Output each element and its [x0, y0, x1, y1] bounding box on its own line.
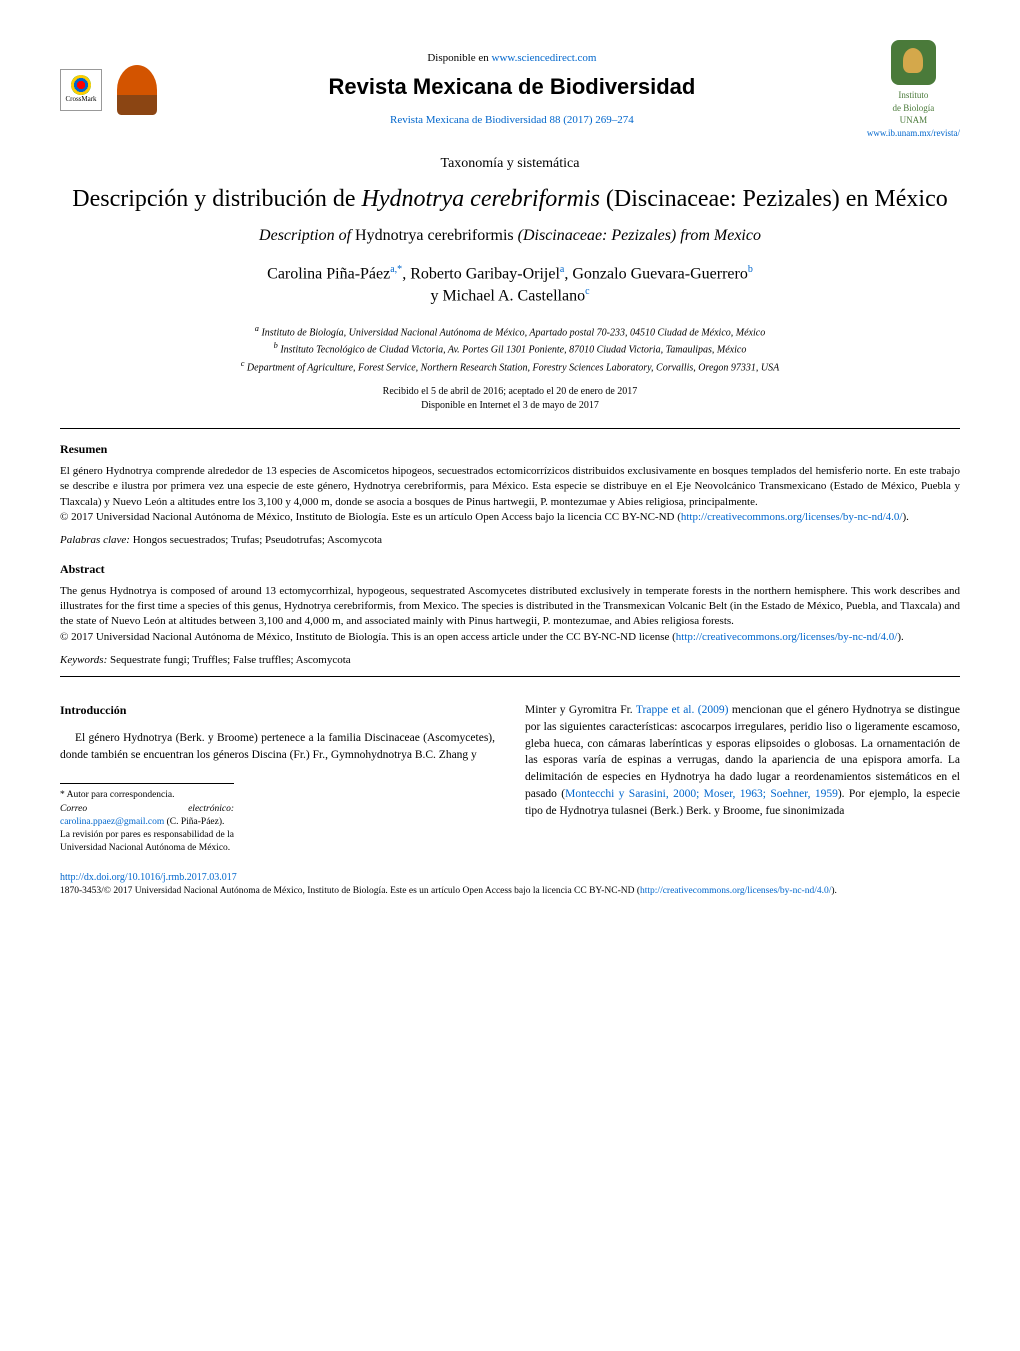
- intro-heading: Introducción: [60, 702, 495, 719]
- article-title: Descripción y distribución de Hydnotrya …: [60, 184, 960, 215]
- body-columns: Introducción El género Hydnotrya (Berk. …: [60, 702, 960, 855]
- crossmark-icon: [71, 75, 91, 95]
- author-3: Gonzalo Guevara-Guerrero: [572, 265, 747, 282]
- column-left: Introducción El género Hydnotrya (Berk. …: [60, 702, 495, 855]
- author-2: Roberto Garibay-Orijel: [410, 265, 560, 282]
- disponible-text: Disponible en www.sciencedirect.com: [157, 51, 867, 66]
- center-header: Disponible en www.sciencedirect.com Revi…: [157, 51, 867, 128]
- date-online: Disponible en Internet el 3 de mayo de 2…: [60, 399, 960, 413]
- author-4-sup[interactable]: c: [585, 286, 589, 297]
- keywords: Keywords: Sequestrate fungi; Truffles; F…: [60, 653, 960, 668]
- date-received: Recibido el 5 de abril de 2016; aceptado…: [60, 385, 960, 399]
- crossmark-badge[interactable]: CrossMark: [60, 69, 102, 111]
- abstract-license-link[interactable]: http://creativecommons.org/licenses/by-n…: [676, 631, 898, 643]
- unam-logo-block: Instituto de Biología UNAM www.ib.unam.m…: [867, 40, 960, 139]
- intro-para-1: El género Hydnotrya (Berk. y Broome) per…: [60, 730, 495, 763]
- authors: Carolina Piña-Páeza,*, Roberto Garibay-O…: [60, 263, 960, 308]
- column-right: Minter y Gyromitra Fr. Trappe et al. (20…: [525, 702, 960, 855]
- palabras-clave: Palabras clave: Hongos secuestrados; Tru…: [60, 533, 960, 548]
- resumen-heading: Resumen: [60, 441, 960, 458]
- affiliation-c: Department of Agriculture, Forest Servic…: [247, 362, 779, 373]
- author-1-sup[interactable]: a,*: [390, 264, 402, 275]
- sciencedirect-link[interactable]: www.sciencedirect.com: [492, 52, 597, 64]
- crossmark-label: CrossMark: [65, 95, 96, 105]
- footnote-block: * Autor para correspondencia. Correo ele…: [60, 783, 234, 855]
- author-3-sup[interactable]: b: [748, 264, 753, 275]
- footnote-revision: La revisión por pares es responsabilidad…: [60, 829, 234, 856]
- journal-citation[interactable]: Revista Mexicana de Biodiversidad 88 (20…: [157, 113, 867, 128]
- affiliations: a Instituto de Biología, Universidad Nac…: [60, 323, 960, 375]
- resumen-text: El género Hydnotrya comprende alrededor …: [60, 464, 960, 526]
- abstract-text: The genus Hydnotrya is composed of aroun…: [60, 584, 960, 646]
- section-label: Taxonomía y sistemática: [60, 154, 960, 174]
- unam-logo-icon: [891, 40, 936, 85]
- abstract-heading: Abstract: [60, 561, 960, 578]
- journal-header: CrossMark Disponible en www.sciencedirec…: [60, 40, 960, 139]
- separator: [60, 428, 960, 429]
- unam-label-1: Instituto: [867, 89, 960, 102]
- footnote-email-line: Correo electrónico: carolina.ppaez@gmail…: [60, 803, 234, 830]
- ref-montecchi[interactable]: Montecchi y Sarasini, 2000; Moser, 1963;…: [565, 788, 838, 800]
- footnote-corresp: * Autor para correspondencia.: [60, 789, 234, 802]
- ref-trappe[interactable]: Trappe et al. (2009): [636, 704, 729, 716]
- affiliation-b: Instituto Tecnológico de Ciudad Victoria…: [280, 345, 746, 356]
- author-4: y Michael A. Castellano: [430, 288, 585, 305]
- elsevier-logo: [117, 65, 157, 115]
- author-2-sup[interactable]: a: [560, 264, 564, 275]
- issn-copyright: 1870-3453/© 2017 Universidad Nacional Au…: [60, 885, 960, 898]
- separator-2: [60, 676, 960, 677]
- unam-url[interactable]: www.ib.unam.mx/revista/: [867, 127, 960, 140]
- doi-link[interactable]: http://dx.doi.org/10.1016/j.rmb.2017.03.…: [60, 871, 960, 885]
- left-badges: CrossMark: [60, 65, 157, 115]
- footer-block: http://dx.doi.org/10.1016/j.rmb.2017.03.…: [60, 871, 960, 898]
- affiliation-a: Instituto de Biología, Universidad Nacio…: [261, 327, 765, 338]
- footer-license-link[interactable]: http://creativecommons.org/licenses/by-n…: [640, 886, 831, 896]
- resumen-license-link[interactable]: http://creativecommons.org/licenses/by-n…: [681, 511, 903, 523]
- journal-name: Revista Mexicana de Biodiversidad: [157, 72, 867, 103]
- email-link[interactable]: carolina.ppaez@gmail.com: [60, 817, 164, 827]
- unam-label-2: de Biología: [867, 102, 960, 115]
- author-1: Carolina Piña-Páez: [267, 265, 390, 282]
- intro-para-2: Minter y Gyromitra Fr. Trappe et al. (20…: [525, 702, 960, 819]
- unam-label-3: UNAM: [867, 114, 960, 127]
- article-dates: Recibido el 5 de abril de 2016; aceptado…: [60, 385, 960, 413]
- article-subtitle: Description of Hydnotrya cerebriformis (…: [60, 225, 960, 247]
